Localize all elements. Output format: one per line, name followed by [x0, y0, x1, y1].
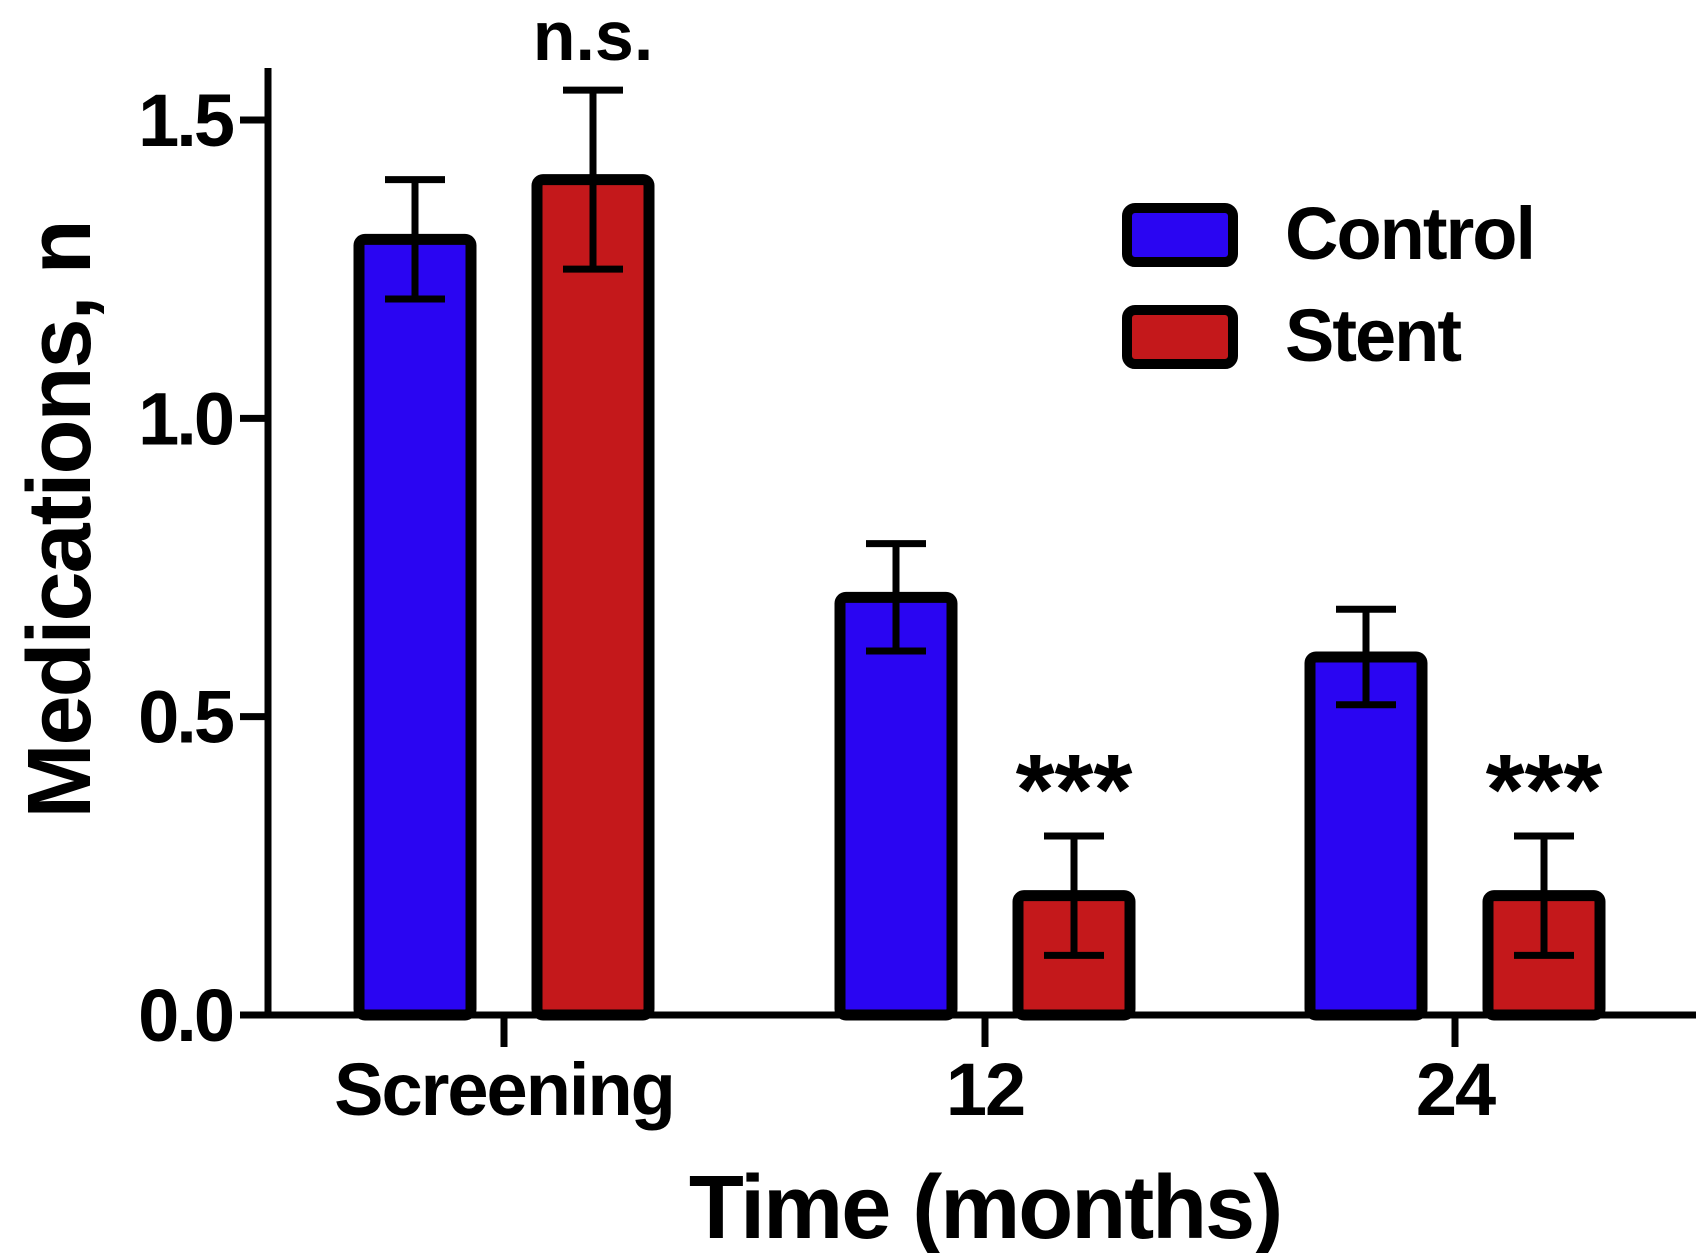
legend-swatch-control — [1122, 203, 1238, 267]
y-tick-label: 0.5 — [138, 676, 234, 759]
y-tick-label: 1.0 — [138, 377, 233, 460]
y-tick-label: 0.0 — [138, 974, 233, 1057]
bar-stent — [531, 174, 655, 1021]
x-tick-label: Screening — [334, 1048, 674, 1131]
bar-control — [1304, 651, 1428, 1021]
y-axis-title: Medications, n — [10, 221, 110, 818]
legend-swatch-stent — [1122, 305, 1238, 369]
error-bars — [385, 86, 1574, 959]
bar-control — [353, 233, 477, 1021]
x-tick-label: 24 — [1416, 1048, 1496, 1131]
legend: Control Stent — [1122, 192, 1536, 377]
significance-stars: *** — [1486, 734, 1603, 846]
bars — [353, 174, 1606, 1021]
significance-stars: *** — [1016, 734, 1133, 846]
significance-annotations: n.s. *** *** — [533, 0, 1603, 846]
axes: 0.0 0.5 1.0 1.5 Screening 12 24 — [138, 68, 1696, 1131]
legend-label-stent: Stent — [1285, 294, 1461, 377]
bar-control — [834, 591, 958, 1021]
x-tick-label: 12 — [946, 1048, 1024, 1131]
x-axis-title: Time (months) — [689, 1158, 1281, 1253]
significance-ns: n.s. — [533, 0, 654, 75]
y-tick-label: 1.5 — [138, 79, 234, 162]
legend-label-control: Control — [1285, 192, 1534, 275]
